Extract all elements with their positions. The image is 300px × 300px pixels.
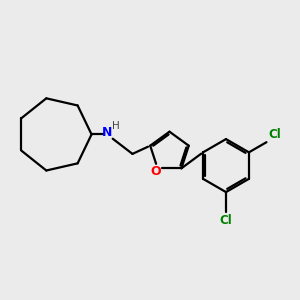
Text: H: H (112, 121, 120, 131)
Text: N: N (102, 126, 112, 139)
Text: Cl: Cl (220, 214, 232, 227)
Text: O: O (150, 165, 161, 178)
Text: Cl: Cl (268, 128, 281, 141)
